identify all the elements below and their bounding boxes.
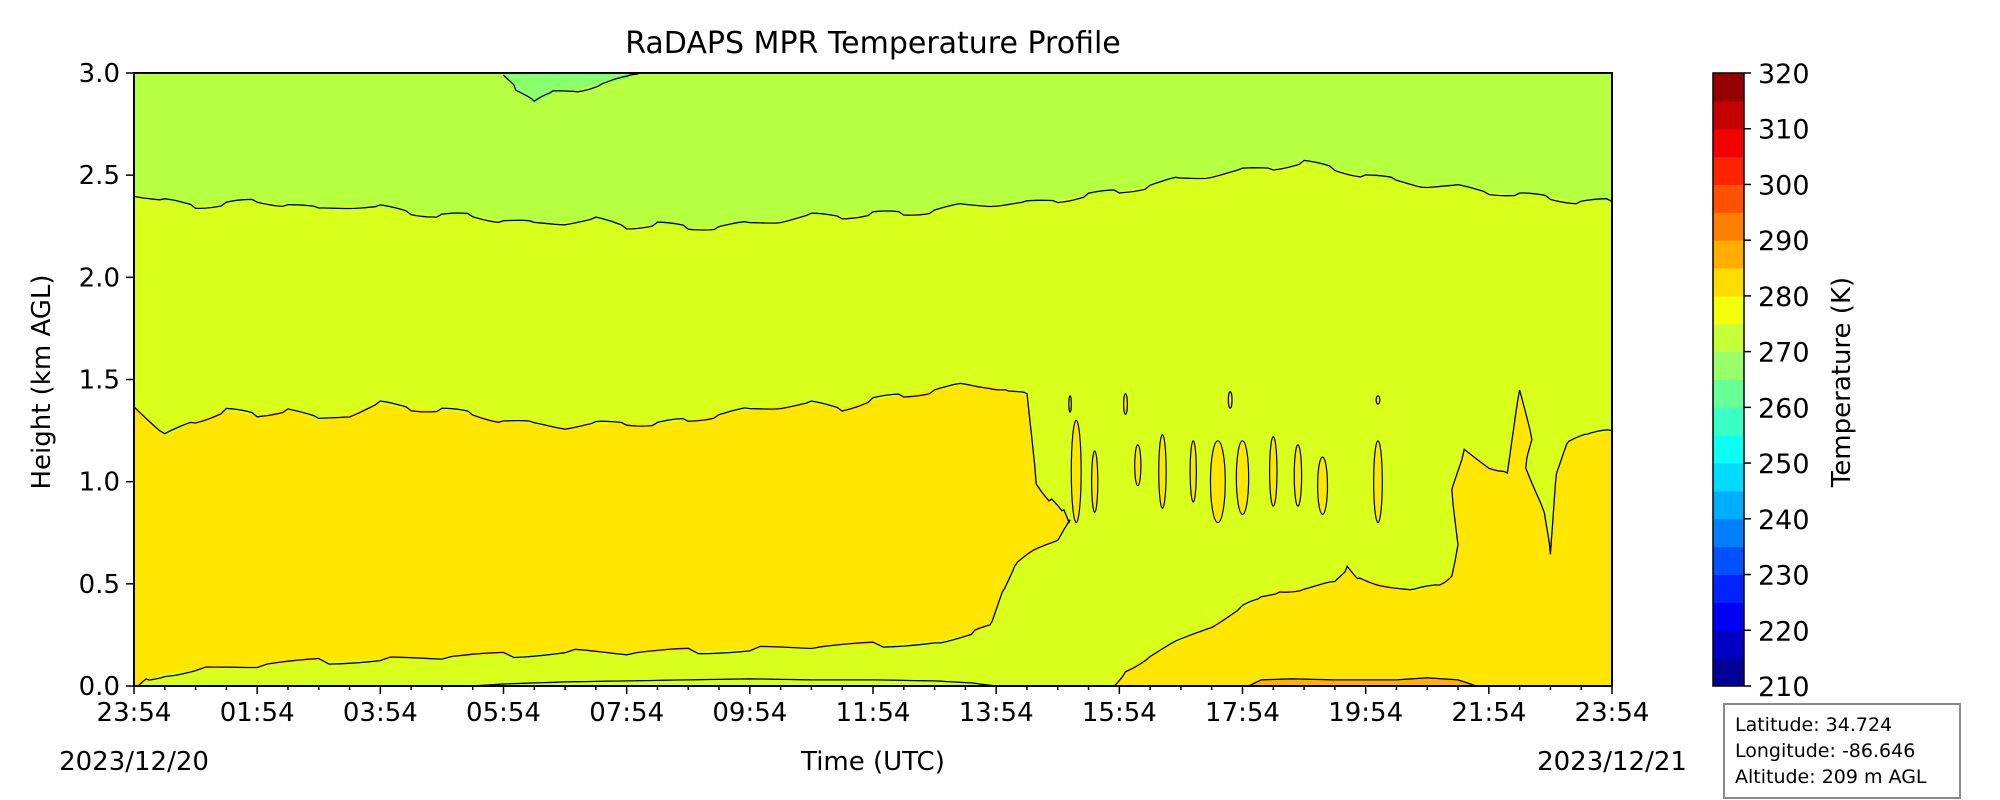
contour-line-c285_bottom	[472, 678, 997, 686]
colorbar-tick-label: 290	[1758, 226, 1810, 257]
end-date-label: 2023/12/21	[1537, 747, 1687, 777]
y-axis: 0.0 0.5 1.0 1.5 2.0 2.5 3.0	[79, 59, 134, 702]
x-axis: 23:54 01:54 03:54 05:54 07:54 09:54 11:54 13:54…	[97, 686, 1650, 728]
colorbar-swatch	[1713, 435, 1744, 464]
colorbar-swatch	[1713, 602, 1744, 631]
contour-island-9	[1317, 456, 1329, 515]
band-270-275	[134, 73, 1612, 229]
colorbar-swatch	[1713, 240, 1744, 269]
contour-island-4	[1189, 440, 1197, 503]
y-tick-label: 1.5	[79, 366, 120, 396]
colorbar-tick-label: 230	[1758, 561, 1810, 592]
x-tick-label: 17:54	[1205, 698, 1280, 728]
y-tick-label: 3.0	[79, 59, 120, 89]
contour-island-3	[1158, 434, 1167, 509]
colorbar-tick-label: 210	[1758, 672, 1810, 703]
contour-island-6	[1235, 440, 1250, 515]
y-tick-label: 0.0	[79, 672, 120, 702]
x-tick-label: 03:54	[343, 698, 418, 728]
x-tick-label: 05:54	[466, 698, 541, 728]
colorbar-tick-label: 280	[1758, 282, 1810, 313]
colorbar-tick-label: 320	[1758, 59, 1810, 90]
colorbar-swatch	[1713, 156, 1744, 185]
y-tick-label: 0.5	[79, 570, 120, 600]
band-c285_bottom	[472, 678, 997, 686]
colorbar-swatch	[1713, 518, 1744, 548]
x-tick-label: 01:54	[220, 698, 295, 728]
location-info-box: Latitude: 34.724 Longitude: -86.646 Alti…	[1723, 703, 1961, 799]
x-tick-label: 21:54	[1451, 698, 1526, 728]
colorbar-swatch	[1713, 128, 1744, 158]
colorbar-tick-label: 220	[1758, 616, 1810, 647]
colorbar-tick-label: 240	[1758, 505, 1810, 536]
x-tick-label: 15:54	[1082, 698, 1157, 728]
colorbar-swatch	[1713, 351, 1744, 380]
x-tick-label: 13:54	[959, 698, 1034, 728]
x-tick-label: 11:54	[836, 698, 911, 728]
colorbar-swatch	[1713, 100, 1744, 130]
colorbar-swatch	[1713, 212, 1744, 241]
colorbar-frame	[1712, 72, 1745, 687]
colorbar-label: Temperature (K)	[1827, 277, 1857, 488]
contour-island-7	[1268, 436, 1278, 507]
contour-line-c280_right	[1113, 389, 1612, 686]
colorbar-swatch	[1713, 379, 1744, 408]
contour-island-1	[1091, 450, 1099, 513]
latitude-text: Latitude: 34.724	[1735, 714, 1893, 736]
colorbar-swatch	[1713, 73, 1744, 102]
contour-island-2	[1134, 444, 1142, 487]
x-tick-label: 19:54	[1328, 698, 1403, 728]
contour-line-c280_mid	[134, 382, 1071, 686]
x-tick-label: 07:54	[589, 698, 664, 728]
y-tick-label: 1.0	[79, 468, 120, 498]
colorbar-tick-label: 270	[1758, 338, 1810, 369]
chart-title: RaDAPS MPR Temperature Profile	[625, 26, 1121, 61]
y-axis-label: Height (km AGL)	[27, 274, 57, 489]
colorbar-swatch	[1713, 184, 1744, 213]
longitude-text: Longitude: -86.646	[1735, 740, 1916, 762]
band-c290_blob	[1248, 677, 1477, 686]
contour-island-0	[1070, 419, 1082, 524]
contour-island-12	[1227, 391, 1233, 409]
colorbar-swatch	[1713, 463, 1744, 492]
colorbar-swatch	[1713, 574, 1744, 603]
colorbar-swatch	[1713, 630, 1744, 659]
colorbar-swatch	[1713, 407, 1744, 436]
y-tick-label: 2.0	[79, 263, 120, 293]
plot-area	[133, 72, 1613, 687]
contour-island-8	[1293, 444, 1303, 507]
y-tick-label: 2.5	[79, 161, 120, 191]
colorbar: 210 220 230 240 250 260 270 280 290 300 310 320	[1712, 59, 1810, 703]
contour-line-c290_blob	[1248, 677, 1477, 686]
band-275-280	[134, 73, 1612, 686]
contour-island-13	[1375, 395, 1381, 405]
contour-line-c275_blob	[503, 73, 640, 103]
contour-fill-group	[134, 73, 1612, 686]
x-tick-label: 23:54	[97, 698, 172, 728]
altitude-text: Altitude: 209 m AGL	[1735, 766, 1927, 788]
colorbar-swatch	[1713, 268, 1744, 297]
colorbar-tick-label: 260	[1758, 393, 1810, 424]
colorbar-swatch	[1713, 490, 1744, 520]
contour-line-c275_upper	[134, 159, 1612, 231]
colorbar-swatch	[1713, 295, 1744, 325]
colorbar-swatch	[1713, 546, 1744, 576]
colorbar-tick-label: 250	[1758, 449, 1810, 480]
x-tick-label: 09:54	[712, 698, 787, 728]
contour-island-14	[1068, 395, 1072, 413]
x-axis-label: Time (UTC)	[800, 747, 945, 777]
colorbar-tick-label: 310	[1758, 115, 1810, 146]
x-tick-label: 23:54	[1575, 698, 1650, 728]
contour-island-5	[1209, 440, 1226, 524]
band-265-270	[503, 73, 639, 104]
contour-island-10	[1373, 440, 1383, 524]
contour-island-11	[1123, 393, 1128, 415]
start-date-label: 2023/12/20	[59, 747, 209, 777]
colorbar-swatch	[1713, 323, 1744, 353]
colorbar-swatch	[1713, 658, 1744, 687]
colorbar-tick-label: 300	[1758, 170, 1810, 201]
